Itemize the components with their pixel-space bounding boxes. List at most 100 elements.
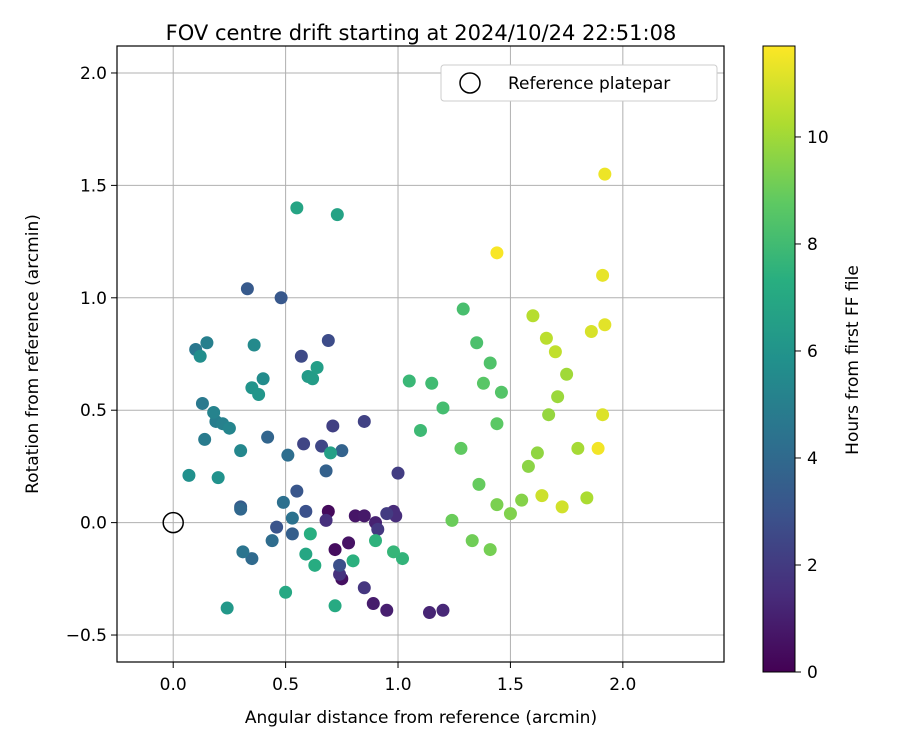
data-point-49 bbox=[207, 405, 221, 419]
colorbar bbox=[762, 45, 796, 673]
data-point-25 bbox=[333, 558, 347, 572]
data-point-22 bbox=[315, 439, 329, 453]
data-point-70 bbox=[303, 527, 317, 541]
data-point-40 bbox=[276, 495, 290, 509]
data-point-1 bbox=[328, 543, 342, 557]
data-point-75 bbox=[402, 374, 416, 388]
data-point-6 bbox=[366, 597, 380, 611]
data-point-92 bbox=[515, 493, 529, 507]
data-point-10 bbox=[436, 603, 450, 617]
data-point-99 bbox=[580, 491, 594, 505]
x-tick-label-4: 2.0 bbox=[609, 675, 636, 695]
data-point-42 bbox=[236, 545, 250, 559]
data-point-24 bbox=[321, 334, 335, 348]
data-point-91 bbox=[503, 507, 517, 521]
data-point-45 bbox=[198, 432, 212, 446]
data-point-7 bbox=[380, 603, 394, 617]
y-tick-label-4: 1.5 bbox=[80, 176, 107, 196]
data-point-73 bbox=[396, 552, 410, 566]
colorbar-tick-label-3: 6 bbox=[807, 342, 818, 362]
data-point-80 bbox=[470, 336, 484, 350]
plot-frame bbox=[116, 45, 725, 663]
data-point-93 bbox=[521, 459, 535, 473]
data-point-14 bbox=[333, 567, 347, 581]
data-point-83 bbox=[476, 376, 490, 390]
data-point-19 bbox=[326, 419, 340, 433]
data-point-58 bbox=[252, 387, 266, 401]
data-point-90 bbox=[490, 498, 504, 512]
scatter-points bbox=[182, 167, 612, 620]
data-point-72 bbox=[369, 534, 383, 548]
data-point-110 bbox=[591, 441, 605, 455]
legend-entry-reference-platepar: Reference platepar bbox=[508, 74, 670, 94]
data-point-76 bbox=[414, 423, 427, 437]
data-point-50 bbox=[222, 421, 236, 435]
data-point-89 bbox=[483, 543, 497, 557]
data-point-94 bbox=[530, 446, 544, 460]
data-point-82 bbox=[494, 385, 508, 399]
data-point-15 bbox=[357, 581, 371, 595]
data-point-18 bbox=[391, 466, 405, 480]
data-point-54 bbox=[193, 349, 207, 363]
data-point-17 bbox=[380, 507, 394, 521]
y-axis-ticks: −0.5 0.0 0.5 1.0 1.5 2.0 bbox=[66, 64, 117, 646]
legend: Reference platepar bbox=[440, 64, 718, 102]
data-point-74 bbox=[387, 545, 401, 559]
reference-platepar-marker bbox=[162, 511, 184, 534]
y-tick-label-2: 0.5 bbox=[80, 401, 107, 421]
data-point-95 bbox=[542, 408, 556, 422]
data-point-3 bbox=[342, 536, 356, 550]
colorbar-tick-label-1: 2 bbox=[807, 556, 818, 576]
colorbar-tick-label-2: 4 bbox=[807, 449, 818, 469]
data-point-33 bbox=[319, 464, 333, 478]
data-point-98 bbox=[571, 441, 585, 455]
data-point-68 bbox=[328, 599, 342, 613]
y-tick-label-1: 0.0 bbox=[80, 514, 107, 534]
data-point-87 bbox=[445, 513, 459, 527]
data-point-59 bbox=[220, 601, 234, 615]
x-axis-label: Angular distance from reference (arcmin) bbox=[245, 708, 597, 728]
data-point-55 bbox=[182, 468, 196, 482]
data-point-77 bbox=[425, 376, 439, 390]
x-tick-label-0: 0.0 bbox=[160, 675, 187, 695]
data-point-35 bbox=[261, 430, 275, 444]
data-point-30 bbox=[240, 282, 254, 296]
data-point-38 bbox=[265, 534, 279, 548]
x-tick-label-2: 1.0 bbox=[384, 675, 411, 695]
data-point-20 bbox=[357, 414, 371, 428]
data-point-16 bbox=[371, 522, 385, 536]
data-point-53 bbox=[256, 372, 270, 386]
data-point-101 bbox=[539, 331, 553, 345]
x-tick-label-3: 1.5 bbox=[497, 675, 524, 695]
data-point-106 bbox=[596, 408, 610, 422]
data-point-100 bbox=[526, 309, 540, 323]
data-point-34 bbox=[335, 444, 349, 458]
data-point-108 bbox=[596, 268, 610, 282]
data-point-29 bbox=[274, 291, 288, 305]
reference-marker-group bbox=[162, 511, 184, 534]
colorbar-tick-label-4: 8 bbox=[807, 235, 818, 255]
y-axis-label: Rotation from reference (arcmin) bbox=[23, 214, 43, 494]
data-point-65 bbox=[290, 201, 304, 215]
data-point-62 bbox=[310, 360, 324, 374]
data-point-84 bbox=[490, 417, 504, 431]
colorbar-label: Hours from first FF file bbox=[843, 265, 863, 455]
data-point-21 bbox=[297, 437, 311, 451]
data-point-4 bbox=[348, 509, 362, 523]
data-point-111 bbox=[490, 246, 504, 260]
legend-box bbox=[440, 64, 718, 102]
x-tick-label-1: 0.5 bbox=[272, 675, 299, 695]
data-point-56 bbox=[211, 471, 225, 485]
data-point-105 bbox=[584, 325, 598, 339]
data-point-61 bbox=[306, 372, 320, 386]
chart-title: FOV centre drift starting at 2024/10/24 … bbox=[166, 21, 677, 45]
legend-reference-marker bbox=[459, 72, 481, 94]
data-point-66 bbox=[299, 547, 313, 561]
data-point-27 bbox=[270, 520, 284, 534]
data-point-44 bbox=[195, 396, 209, 410]
data-point-5 bbox=[357, 509, 371, 523]
data-point-63 bbox=[324, 446, 338, 460]
data-point-13 bbox=[319, 513, 333, 527]
data-point-69 bbox=[308, 558, 322, 572]
